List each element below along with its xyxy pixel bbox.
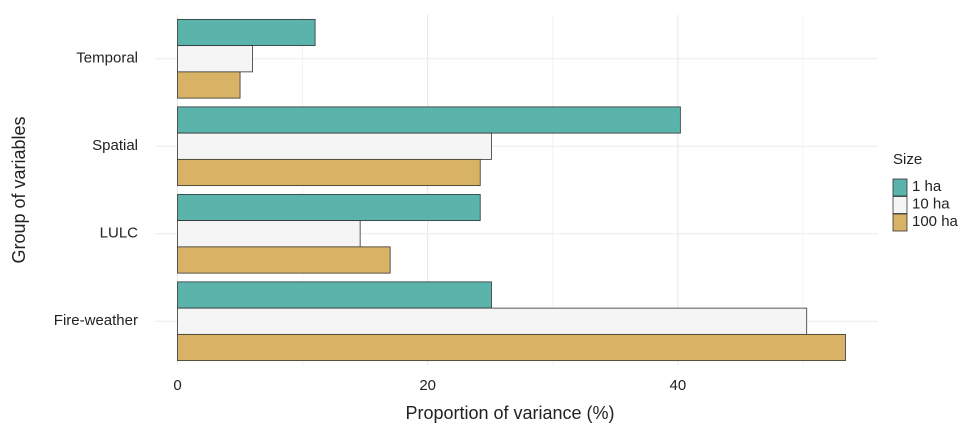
y-tick-label: LULC	[100, 225, 139, 242]
bar	[177, 45, 253, 73]
x-axis-title: Proportion of variance (%)	[405, 403, 614, 423]
bar	[177, 106, 681, 134]
legend-swatch	[892, 196, 908, 214]
x-tick-label: 0	[173, 377, 181, 394]
legend-swatch	[892, 213, 908, 232]
bar	[177, 333, 846, 362]
bar	[177, 193, 481, 222]
bar	[177, 71, 241, 99]
bar	[177, 220, 361, 248]
bar	[177, 158, 481, 187]
legend-swatch	[892, 178, 908, 197]
y-axis-title: Group of variables	[9, 116, 29, 263]
legend-title: Size	[893, 151, 922, 168]
bar	[177, 18, 316, 47]
x-tick-label: 20	[419, 377, 436, 394]
bar	[177, 281, 492, 309]
y-tick-label: Spatial	[92, 137, 138, 154]
y-tick-label: Fire-weather	[54, 312, 138, 329]
bar	[177, 132, 492, 160]
bar	[177, 307, 808, 335]
legend-label: 10 ha	[912, 195, 950, 212]
legend-label: 100 ha	[912, 213, 959, 230]
x-tick-label: 40	[670, 377, 687, 394]
bar	[177, 246, 391, 274]
legend-label: 1 ha	[912, 178, 942, 195]
y-tick-label: Temporal	[76, 50, 138, 67]
